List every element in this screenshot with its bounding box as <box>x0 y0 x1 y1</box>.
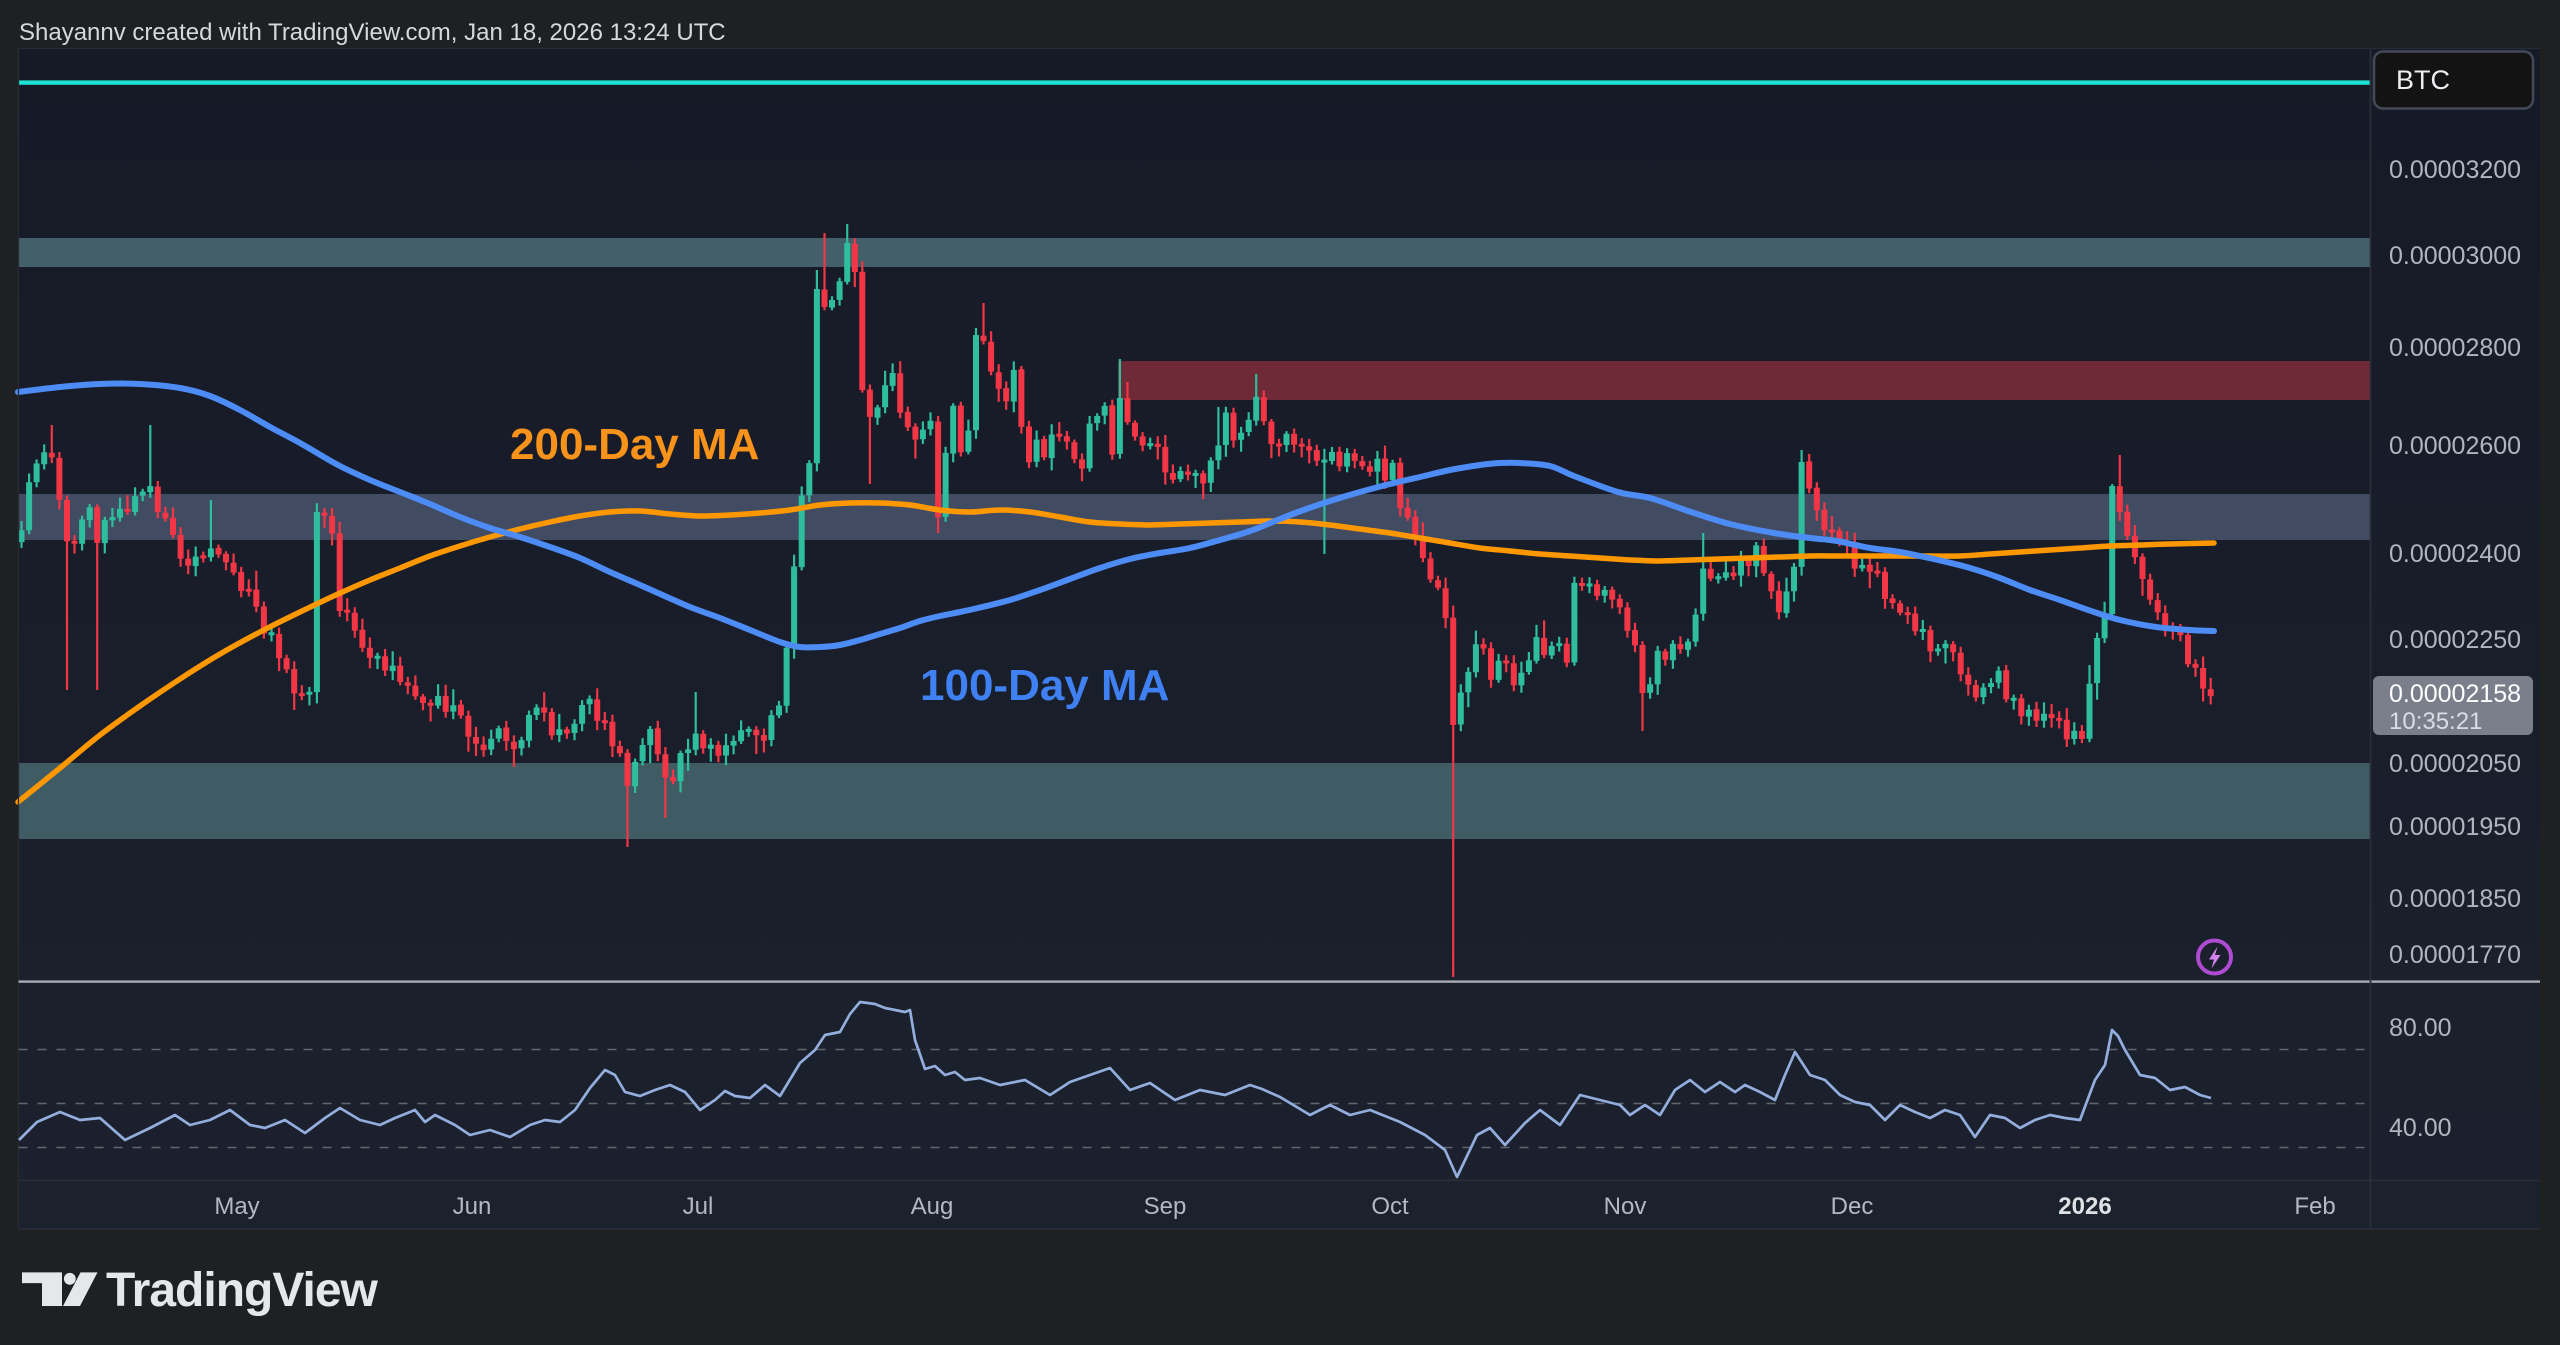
svg-text:80.00: 80.00 <box>2389 1014 2452 1042</box>
svg-text:0.00002800: 0.00002800 <box>2389 334 2521 362</box>
svg-text:0.00002050: 0.00002050 <box>2389 750 2521 778</box>
svg-text:Shayannv created with TradingV: Shayannv created with TradingView.com, J… <box>19 19 726 46</box>
svg-text:0.00001950: 0.00001950 <box>2389 813 2521 841</box>
svg-text:0.00003000: 0.00003000 <box>2389 242 2521 270</box>
svg-text:0.00002158: 0.00002158 <box>2389 680 2521 708</box>
svg-text:100-Day MA: 100-Day MA <box>920 661 1169 710</box>
svg-text:40.00: 40.00 <box>2389 1114 2452 1142</box>
svg-text:May: May <box>214 1193 259 1220</box>
svg-text:Jul: Jul <box>683 1193 714 1220</box>
svg-text:0.00002400: 0.00002400 <box>2389 540 2521 568</box>
svg-text:Sep: Sep <box>1144 1193 1187 1220</box>
svg-text:Jun: Jun <box>453 1193 492 1220</box>
svg-text:0.00002600: 0.00002600 <box>2389 432 2521 460</box>
svg-text:Nov: Nov <box>1604 1193 1647 1220</box>
svg-text:0.00001850: 0.00001850 <box>2389 885 2521 913</box>
svg-text:0.00003200: 0.00003200 <box>2389 156 2521 184</box>
svg-text:0.00001770: 0.00001770 <box>2389 941 2521 969</box>
svg-text:TradingView: TradingView <box>106 1264 379 1317</box>
svg-text:Feb: Feb <box>2294 1193 2335 1220</box>
svg-text:BTC: BTC <box>2396 65 2450 95</box>
svg-text:Oct: Oct <box>1371 1193 1409 1220</box>
svg-text:0.00002250: 0.00002250 <box>2389 626 2521 654</box>
svg-text:200-Day MA: 200-Day MA <box>510 420 759 469</box>
svg-text:Dec: Dec <box>1831 1193 1874 1220</box>
svg-text:2026: 2026 <box>2058 1193 2111 1220</box>
svg-text:10:35:21: 10:35:21 <box>2389 708 2482 735</box>
svg-text:Aug: Aug <box>911 1193 954 1220</box>
